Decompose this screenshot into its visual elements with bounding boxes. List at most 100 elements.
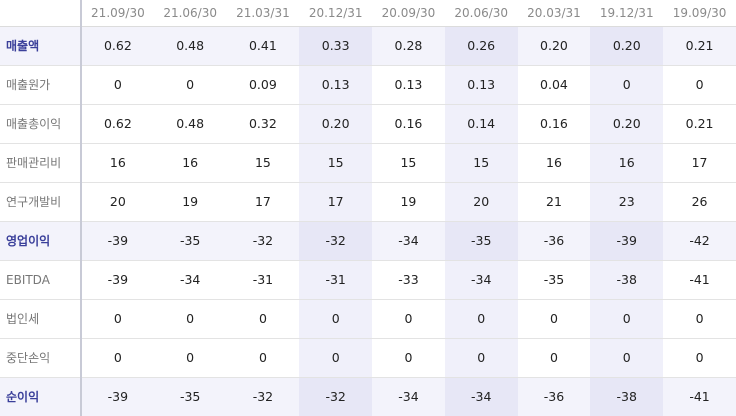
row-label[interactable]: 매출원가: [0, 65, 82, 104]
row-label[interactable]: 순이익: [0, 377, 82, 416]
table-cell: 17: [299, 182, 373, 221]
period-header: 19.09/30: [663, 0, 736, 27]
period-header: 20.09/30: [372, 0, 445, 27]
table-cell: -31: [252, 272, 274, 287]
row-label[interactable]: 매출총이익: [0, 104, 82, 143]
table-cell: 0.16: [394, 116, 423, 131]
table-cell: 0: [404, 311, 413, 326]
table-cell: 0.20: [517, 26, 591, 65]
table-cell: 0: [113, 350, 122, 365]
table-cell: -35: [444, 221, 518, 260]
table-cell: 0: [113, 77, 122, 92]
table-cell: -41: [689, 272, 710, 287]
table-cell: 0: [590, 65, 664, 104]
table-row: 매출총이익 0.62 0.48 0.32 0.20 0.16 0.14 0.16 0.20 0.2…: [0, 104, 736, 143]
table-cell: 19: [400, 194, 417, 209]
table-cell: 0.28: [372, 26, 445, 65]
table-cell: 0.16: [540, 116, 568, 131]
period-header: 19.12/31: [590, 0, 664, 27]
table-cell: 0.21: [663, 26, 736, 65]
table-cell: -32: [226, 221, 300, 260]
table-row: 매출액 0.62 0.48 0.41 0.33 0.28 0.26 0.20 0.20 0.21: [0, 26, 736, 65]
row-label[interactable]: 법인세: [0, 299, 82, 338]
table-cell: 0: [186, 350, 195, 365]
table-cell: 0.13: [299, 65, 373, 104]
header-corner-cell: [0, 0, 82, 27]
table-row: 매출원가 0 0 0.09 0.13 0.13 0.13 0.04 0 0: [0, 65, 736, 104]
period-header: 21.03/31: [226, 0, 300, 27]
table-cell: 0: [444, 338, 518, 377]
table-cell: -38: [590, 260, 664, 299]
table-cell: -34: [372, 377, 445, 416]
table-cell: -34: [179, 272, 201, 287]
table-cell: 0.20: [590, 104, 664, 143]
table-cell: 0.13: [394, 77, 423, 92]
row-label[interactable]: EBITDA: [0, 260, 82, 299]
table-cell: -39: [81, 377, 154, 416]
table-row: 판매관리비 16 16 15 15 15 15 16 16 17: [0, 143, 736, 182]
table-cell: 0.26: [444, 26, 518, 65]
period-header: 21.06/30: [153, 0, 227, 27]
table-cell: 0.48: [153, 26, 227, 65]
table-cell: 0: [550, 311, 558, 326]
period-header-row: 21.09/30 21.06/30 21.03/31 20.12/31 20.0…: [0, 0, 736, 27]
table-cell: 0.41: [226, 26, 300, 65]
table-cell: 16: [546, 155, 562, 170]
table-cell: 17: [254, 194, 271, 209]
table-cell: 0.32: [248, 116, 277, 131]
row-label[interactable]: 영업이익: [0, 221, 82, 260]
table-cell: -38: [590, 377, 664, 416]
table-cell: 0: [404, 350, 413, 365]
row-label[interactable]: 중단손익: [0, 338, 82, 377]
table-cell: -34: [444, 377, 518, 416]
table-cell: -36: [517, 221, 591, 260]
table-cell: 0: [258, 311, 267, 326]
table-cell: -42: [663, 221, 736, 260]
table-cell: -36: [517, 377, 591, 416]
table-row: 순이익 -39 -35 -32 -32 -34 -34 -36 -38 -41: [0, 377, 736, 416]
period-header: 20.03/31: [517, 0, 591, 27]
table-cell: 19: [182, 194, 199, 209]
table-cell: 0.14: [444, 104, 518, 143]
table-cell: 15: [400, 155, 417, 170]
table-cell: 15: [254, 155, 271, 170]
table-cell: 0: [113, 311, 122, 326]
row-label[interactable]: 판매관리비: [0, 143, 82, 182]
period-header: 20.12/31: [299, 0, 373, 27]
table-cell: -34: [372, 221, 445, 260]
table-cell: 0.13: [444, 65, 518, 104]
table-cell: 0.48: [176, 116, 205, 131]
row-label[interactable]: 연구개발비: [0, 182, 82, 221]
table-cell: 0: [695, 311, 704, 326]
table-cell: 0: [695, 350, 704, 365]
table-row: 연구개발비 20 19 17 17 19 20 21 23 26: [0, 182, 736, 221]
period-header: 21.09/30: [81, 0, 154, 27]
table-row: 중단손익 0 0 0 0 0 0 0 0 0: [0, 338, 736, 377]
table-cell: 0: [550, 350, 558, 365]
table-cell: 0: [590, 299, 664, 338]
table-cell: 20: [444, 182, 518, 221]
table-cell: 0: [258, 350, 267, 365]
table-cell: 17: [691, 155, 708, 170]
table-cell: 0.62: [103, 116, 132, 131]
table-cell: 0: [444, 299, 518, 338]
row-label[interactable]: 매출액: [0, 26, 82, 65]
table-cell: -39: [590, 221, 664, 260]
table-cell: 16: [109, 155, 126, 170]
table-cell: 0.20: [590, 26, 664, 65]
table-cell: -32: [299, 221, 373, 260]
table-cell: -31: [299, 260, 373, 299]
table-cell: -35: [153, 377, 227, 416]
table-row: 법인세 0 0 0 0 0 0 0 0 0: [0, 299, 736, 338]
table-cell: -32: [226, 377, 300, 416]
table-row: EBITDA -39 -34 -31 -31 -33 -34 -35 -38 -41: [0, 260, 736, 299]
table-cell: -39: [81, 221, 154, 260]
table-cell: -41: [663, 377, 736, 416]
table-cell: 0.62: [81, 26, 154, 65]
table-cell: -39: [107, 272, 129, 287]
table-cell: -35: [543, 272, 565, 287]
table-cell: -32: [299, 377, 373, 416]
table-cell: -34: [444, 260, 518, 299]
period-header: 20.06/30: [444, 0, 518, 27]
